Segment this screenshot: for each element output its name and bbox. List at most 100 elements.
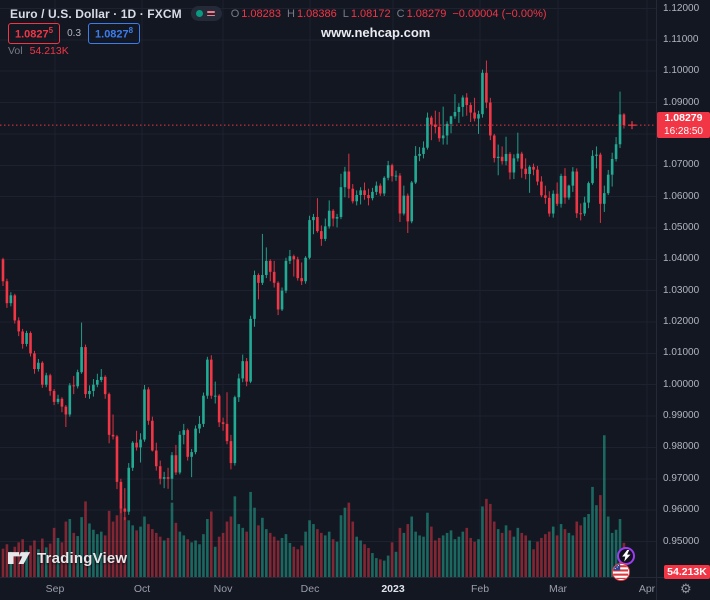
- candle: [477, 114, 480, 119]
- candlestick-chart-canvas[interactable]: [0, 0, 656, 577]
- candle: [68, 385, 72, 415]
- candle: [257, 274, 260, 283]
- time-axis[interactable]: Sep Oct Nov Dec 2023 Feb Mar Apr: [0, 578, 656, 600]
- symbol-title[interactable]: Euro / U.S. Dollar · 1D · FXCM: [10, 6, 182, 21]
- candle: [154, 450, 158, 467]
- volume-bar: [115, 515, 119, 577]
- price-axis-label: 1.09000: [663, 96, 700, 108]
- volume-bar: [198, 544, 201, 577]
- candle: [469, 105, 472, 113]
- candle: [229, 441, 233, 464]
- volume-bar: [229, 516, 233, 577]
- us-flag-badge-icon[interactable]: [612, 563, 630, 581]
- candle: [528, 166, 531, 175]
- bar-countdown: 16:28:50: [664, 126, 703, 137]
- volume-bar: [595, 505, 598, 577]
- market-open-dot-icon: [195, 10, 203, 17]
- candle: [1, 259, 5, 282]
- volume-bar: [390, 542, 394, 577]
- candle: [194, 428, 197, 453]
- candle: [375, 185, 378, 192]
- candle: [88, 390, 91, 395]
- candle: [237, 378, 241, 398]
- ask-price: 1.0827: [95, 28, 129, 41]
- volume-bar: [257, 525, 260, 577]
- bid-price: 1.0827: [15, 28, 49, 41]
- volume-bar: [288, 542, 292, 577]
- price-axis[interactable]: 1.12000 1.11000 1.10000 1.09000 1.07000 1.060…: [657, 0, 710, 577]
- candle: [386, 165, 390, 178]
- candle: [182, 430, 186, 435]
- volume-bar: [300, 545, 303, 577]
- volume-bar: [37, 549, 40, 577]
- volume-bar: [453, 539, 457, 577]
- volume-bar: [44, 547, 48, 577]
- volume-bar: [41, 538, 44, 577]
- volume-bar: [127, 520, 131, 577]
- open-value: 1.08283: [241, 7, 282, 20]
- volume-bar: [406, 524, 410, 577]
- candle: [284, 260, 288, 291]
- volume-bar: [606, 516, 610, 577]
- candle: [41, 362, 44, 385]
- tradingview-logo[interactable]: TradingView: [8, 550, 127, 567]
- volume-bar: [363, 544, 366, 577]
- volume-bar: [202, 534, 205, 577]
- volume-bar: [445, 532, 449, 577]
- volume-legend-row[interactable]: Vol 54.213K: [8, 45, 69, 57]
- price-axis-label: 0.98000: [663, 441, 700, 453]
- candle: [335, 216, 339, 219]
- ask-price-badge[interactable]: 1.08278: [88, 23, 141, 44]
- candle: [245, 361, 248, 382]
- volume-bar: [414, 531, 417, 577]
- volume-bar: [162, 540, 166, 577]
- candle: [265, 260, 268, 275]
- candle: [221, 422, 225, 424]
- candle: [209, 359, 213, 396]
- candle: [591, 155, 594, 184]
- volume-bar: [402, 532, 406, 577]
- time-axis-label-apr: Apr: [638, 583, 656, 595]
- axis-settings-gear-icon[interactable]: ⚙: [680, 581, 692, 596]
- candle: [563, 175, 567, 198]
- volume-bar: [343, 507, 347, 577]
- tradingview-mark-icon: [8, 552, 31, 565]
- candle: [178, 434, 182, 473]
- volume-bar: [304, 531, 307, 577]
- candle: [571, 171, 575, 186]
- volume-bar: [296, 549, 300, 577]
- price-axis-label: 1.03000: [663, 284, 700, 296]
- volume-bar: [489, 503, 492, 577]
- volume-bar: [1, 548, 5, 577]
- candle: [119, 481, 123, 509]
- volume-bar: [473, 541, 476, 577]
- bid-price-badge[interactable]: 1.08275: [8, 23, 61, 44]
- candle: [174, 455, 178, 473]
- price-axis-label: 0.99000: [663, 410, 700, 422]
- price-axis-label: 1.10000: [663, 65, 700, 77]
- volume-bar: [292, 546, 296, 577]
- candle: [414, 155, 417, 183]
- price-axis-label: 1.01000: [663, 347, 700, 359]
- candle: [583, 202, 586, 214]
- candle: [445, 123, 449, 136]
- candle: [355, 195, 358, 202]
- candle: [48, 375, 52, 391]
- volume-bar: [265, 529, 268, 577]
- volume-bar: [335, 541, 339, 577]
- market-status-toggle[interactable]: [190, 6, 222, 21]
- volume-bar: [516, 527, 520, 577]
- candle: [323, 226, 327, 239]
- candle: [402, 195, 406, 214]
- candle: [516, 153, 520, 159]
- candle: [261, 274, 264, 283]
- candle: [103, 376, 107, 395]
- close-label: C: [396, 7, 405, 20]
- volume-bar: [547, 531, 551, 577]
- volume-bar: [284, 534, 288, 577]
- candle: [29, 332, 32, 354]
- volume-bar: [555, 535, 559, 577]
- candle: [567, 185, 571, 198]
- candle: [441, 135, 445, 139]
- volume-bar: [496, 529, 500, 577]
